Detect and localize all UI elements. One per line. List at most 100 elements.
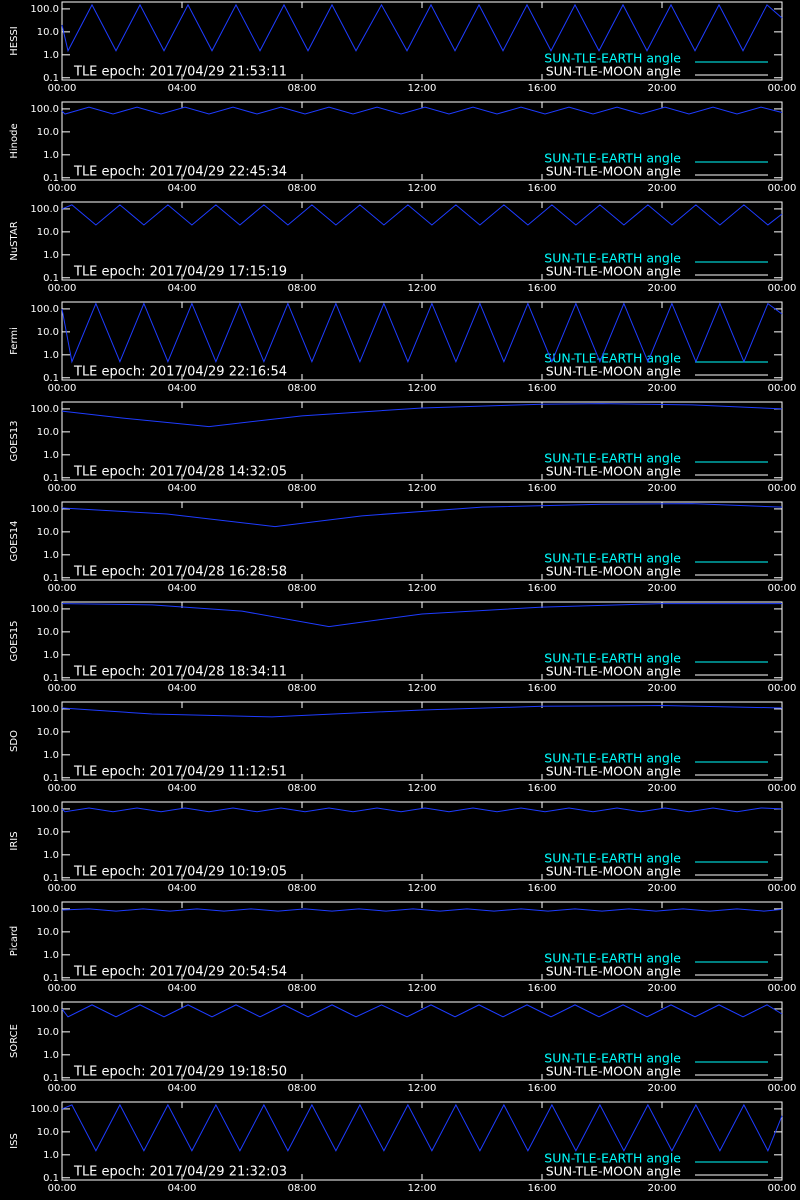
x-tick-label: 00:00	[48, 1183, 77, 1194]
x-tick-label: 12:00	[408, 683, 437, 694]
x-tick-label: 16:00	[528, 683, 557, 694]
y-tick-label: 0.1	[43, 673, 59, 684]
y-tick-label: 10.0	[37, 227, 59, 238]
x-tick-label: 00:00	[768, 1083, 797, 1094]
y-axis-label: Picard	[9, 926, 20, 957]
x-tick-label: 12:00	[408, 83, 437, 94]
x-tick-label: 00:00	[768, 883, 797, 894]
y-tick-label: 1.0	[43, 250, 59, 261]
series-line	[61, 908, 783, 912]
legend-label: SUN-TLE-EARTH angle	[544, 1151, 681, 1166]
y-tick-label: 1.0	[43, 450, 59, 461]
y-tick-label: 0.1	[43, 73, 59, 84]
legend-label: SUN-TLE-MOON angle	[546, 164, 682, 179]
legend-label: SUN-TLE-MOON angle	[546, 364, 682, 379]
x-tick-label: 12:00	[408, 483, 437, 494]
annotation: TLE epoch: 2017/04/29 19:18:50	[73, 1065, 287, 1080]
x-tick-label: 08:00	[288, 483, 317, 494]
x-tick-label: 12:00	[408, 1083, 437, 1094]
annotation: TLE epoch: 2017/04/29 20:54:54	[73, 965, 287, 980]
x-tick-label: 16:00	[528, 83, 557, 94]
y-tick-label: 10.0	[37, 927, 59, 938]
y-tick-label: 1.0	[43, 150, 59, 161]
x-tick-label: 16:00	[528, 983, 557, 994]
x-tick-label: 12:00	[408, 983, 437, 994]
x-tick-label: 08:00	[288, 1183, 317, 1194]
y-axis-label: ISS	[9, 1133, 20, 1149]
x-tick-label: 00:00	[48, 683, 77, 694]
x-tick-label: 20:00	[648, 983, 677, 994]
x-tick-label: 00:00	[48, 183, 77, 194]
x-tick-label: 00:00	[48, 783, 77, 794]
x-tick-label: 16:00	[528, 483, 557, 494]
y-tick-label: 1.0	[43, 650, 59, 661]
x-tick-label: 12:00	[408, 283, 437, 294]
x-tick-label: 20:00	[648, 683, 677, 694]
y-tick-label: 10.0	[37, 27, 59, 38]
y-tick-label: 100.0	[30, 804, 59, 815]
x-tick-label: 08:00	[288, 183, 317, 194]
x-tick-label: 08:00	[288, 983, 317, 994]
x-tick-label: 00:00	[768, 1183, 797, 1194]
legend-label: SUN-TLE-EARTH angle	[544, 751, 681, 766]
y-tick-label: 0.1	[43, 1073, 59, 1084]
annotation: TLE epoch: 2017/04/29 21:32:03	[73, 1165, 287, 1180]
x-tick-label: 08:00	[288, 583, 317, 594]
x-tick-label: 12:00	[408, 1183, 437, 1194]
x-tick-label: 04:00	[168, 983, 197, 994]
y-tick-label: 100.0	[30, 204, 59, 215]
legend-label: SUN-TLE-EARTH angle	[544, 451, 681, 466]
series-line	[61, 705, 783, 718]
x-tick-label: 16:00	[528, 583, 557, 594]
x-tick-label: 12:00	[408, 183, 437, 194]
y-axis-label: GOES15	[9, 620, 20, 661]
x-tick-label: 04:00	[168, 1083, 197, 1094]
series-line	[61, 302, 783, 364]
x-tick-label: 04:00	[168, 183, 197, 194]
y-axis-label: Hinode	[9, 123, 20, 158]
x-tick-label: 20:00	[648, 383, 677, 394]
y-axis-label: GOES14	[9, 520, 20, 561]
series-line	[61, 1103, 783, 1152]
x-tick-label: 00:00	[48, 883, 77, 894]
y-tick-label: 100.0	[30, 504, 59, 515]
x-tick-label: 00:00	[48, 583, 77, 594]
x-tick-label: 12:00	[408, 883, 437, 894]
y-axis-label: HESSI	[9, 26, 20, 55]
x-tick-label: 00:00	[768, 983, 797, 994]
y-tick-label: 10.0	[37, 1127, 59, 1138]
annotation: TLE epoch: 2017/04/29 21:53:11	[73, 65, 287, 80]
x-tick-label: 00:00	[48, 1083, 77, 1094]
legend-label: SUN-TLE-EARTH angle	[544, 851, 681, 866]
x-tick-label: 12:00	[408, 583, 437, 594]
y-tick-label: 10.0	[37, 527, 59, 538]
legend-label: SUN-TLE-MOON angle	[546, 564, 682, 579]
annotation: TLE epoch: 2017/04/28 18:34:11	[73, 665, 287, 680]
x-tick-label: 16:00	[528, 883, 557, 894]
x-tick-label: 04:00	[168, 683, 197, 694]
y-tick-label: 10.0	[37, 427, 59, 438]
x-tick-label: 04:00	[168, 383, 197, 394]
y-tick-label: 100.0	[30, 1104, 59, 1115]
y-tick-label: 100.0	[30, 104, 59, 115]
x-tick-label: 20:00	[648, 483, 677, 494]
y-tick-label: 1.0	[43, 50, 59, 61]
x-tick-label: 00:00	[768, 383, 797, 394]
series-line	[61, 106, 783, 115]
x-tick-label: 12:00	[408, 383, 437, 394]
y-tick-label: 10.0	[37, 1027, 59, 1038]
y-tick-label: 1.0	[43, 350, 59, 361]
x-tick-label: 08:00	[288, 1083, 317, 1094]
x-tick-label: 04:00	[168, 583, 197, 594]
y-tick-label: 1.0	[43, 550, 59, 561]
x-tick-label: 20:00	[648, 83, 677, 94]
y-tick-label: 100.0	[30, 1004, 59, 1015]
x-tick-label: 12:00	[408, 783, 437, 794]
series-line	[61, 1004, 783, 1018]
x-tick-label: 04:00	[168, 783, 197, 794]
legend-label: SUN-TLE-MOON angle	[546, 664, 682, 679]
legend-label: SUN-TLE-MOON angle	[546, 264, 682, 279]
x-tick-label: 08:00	[288, 83, 317, 94]
annotation: TLE epoch: 2017/04/29 22:45:34	[73, 165, 287, 180]
